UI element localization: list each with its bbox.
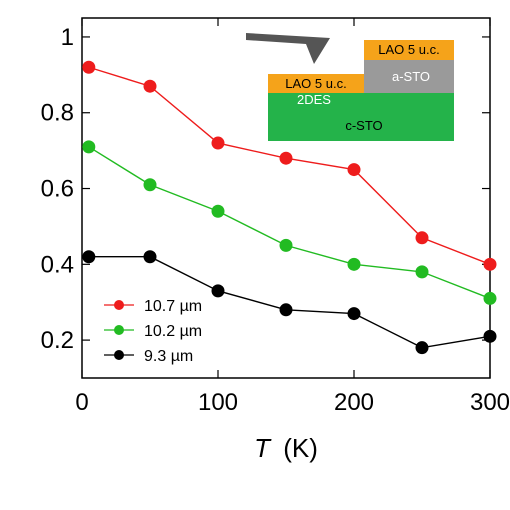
data-point (211, 136, 225, 150)
y-tick-label: 1 (61, 24, 74, 51)
data-point (82, 140, 96, 154)
x-axis-variable: T (254, 433, 272, 463)
inset-left-mid-label: 2DES (297, 92, 331, 107)
series-1 (82, 60, 497, 271)
data-point (143, 79, 157, 93)
data-point (347, 257, 361, 271)
x-tick-label: 0 (75, 389, 88, 416)
inset-diagram: LAO 5 u.c. 2DES LAO 5 u.c. a-STO c-STO (246, 33, 454, 141)
series-3 (82, 250, 497, 355)
data-point (483, 329, 497, 343)
inset-bottom-label: c-STO (345, 118, 382, 133)
plot-frame (81, 17, 491, 379)
data-point (143, 178, 157, 192)
inset-right-mid-label: a-STO (392, 69, 430, 84)
legend-marker-2 (114, 325, 124, 335)
x-tick-label: 200 (334, 389, 374, 416)
data-point (279, 151, 293, 165)
series-layer (82, 60, 497, 355)
afm-tip-icon (246, 33, 330, 64)
inset-c-sto (268, 93, 454, 141)
inset-left-top-label: LAO 5 u.c. (285, 76, 346, 91)
legend-label-2: 10.2 µm (144, 323, 202, 340)
data-point (279, 303, 293, 317)
y-tick-label: 0.2 (41, 327, 74, 354)
data-point (143, 250, 157, 264)
inset-lao-left (268, 74, 364, 93)
y-tick-label: 0.6 (41, 176, 74, 203)
inset-right-top-label: LAO 5 u.c. (378, 42, 439, 57)
data-point (82, 250, 96, 264)
x-axis-title: T (K) (254, 433, 318, 463)
x-tick-label: 300 (470, 389, 510, 416)
legend: 10.7 µm 10.2 µm 9.3 µm (104, 298, 202, 365)
axis-tick-labels: 0 100 200 300 0.2 0.4 0.6 0.8 1 (41, 24, 510, 416)
data-point (347, 163, 361, 177)
data-point (347, 307, 361, 321)
series-2 (82, 140, 497, 305)
data-point (211, 204, 225, 218)
inset-a-sto (364, 60, 454, 93)
data-point (211, 284, 225, 298)
x-axis-unit: (K) (283, 433, 318, 463)
data-point (483, 291, 497, 305)
legend-marker-3 (114, 350, 124, 360)
legend-label-3: 9.3 µm (144, 348, 193, 365)
series-line (88, 146, 491, 300)
legend-marker-1 (114, 300, 124, 310)
x-tick-label: 100 (198, 389, 238, 416)
legend-label-1: 10.7 µm (144, 298, 202, 315)
inset-lao-right (364, 40, 454, 60)
data-point (415, 231, 429, 245)
data-point (279, 238, 293, 252)
y-tick-label: 0.8 (41, 100, 74, 127)
data-point (82, 60, 96, 74)
data-point (415, 341, 429, 355)
data-point (415, 265, 429, 279)
y-tick-label: 0.4 (41, 251, 74, 278)
data-point (483, 257, 497, 271)
